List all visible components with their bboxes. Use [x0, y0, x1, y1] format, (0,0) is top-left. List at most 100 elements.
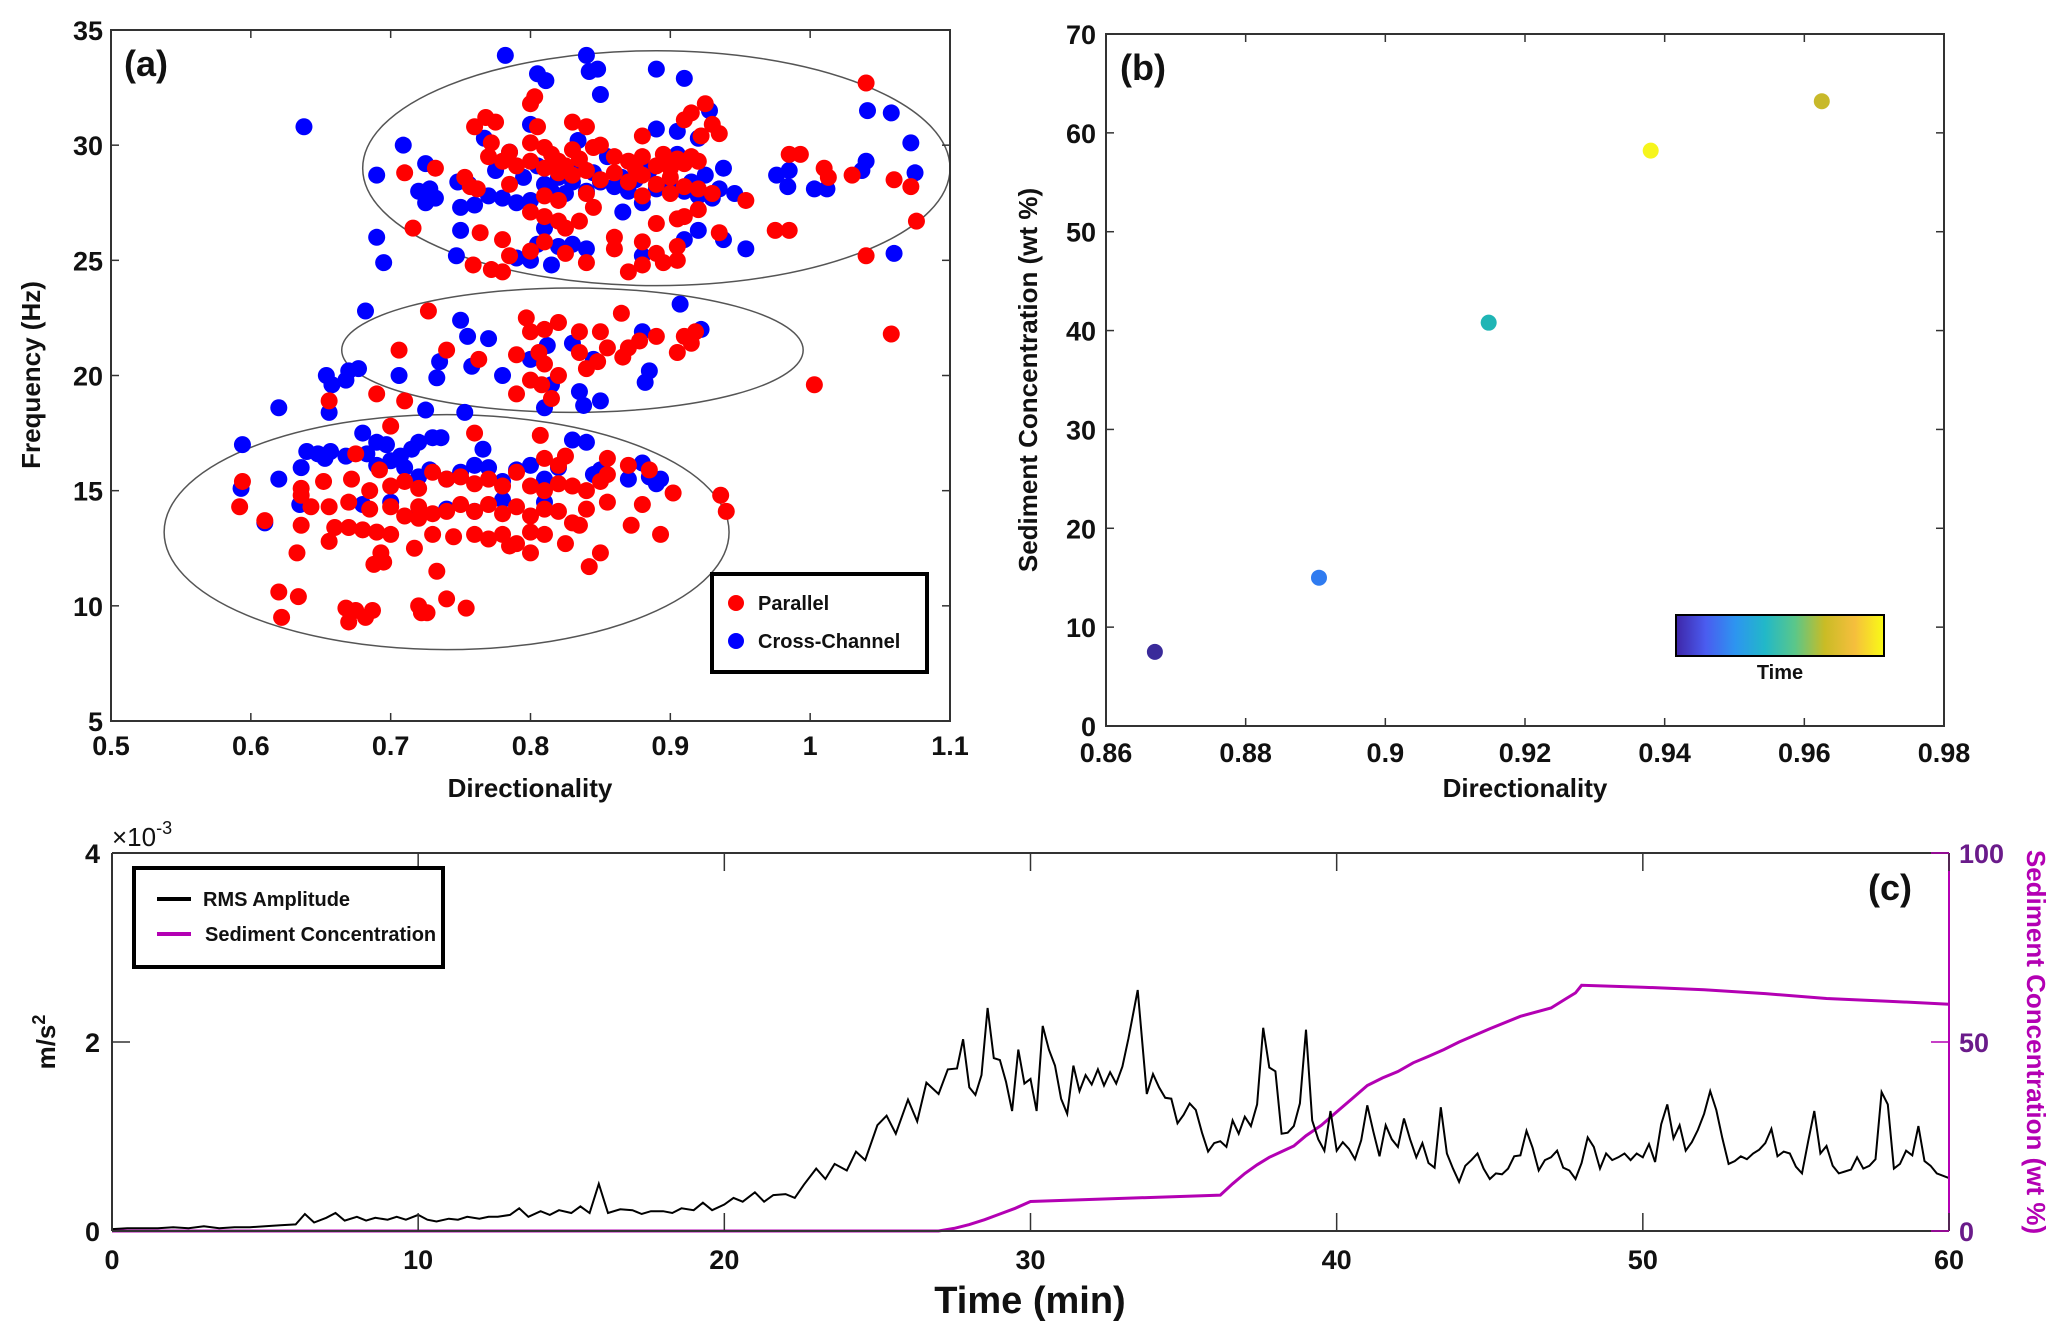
x-tick-label: 0.5 [92, 731, 130, 761]
parallel-point [526, 88, 544, 106]
parallel-point [457, 599, 475, 617]
y-tick-label: 60 [1066, 119, 1096, 149]
parallel-point [535, 159, 553, 177]
parallel-point [347, 445, 365, 463]
cross-channel-point [375, 254, 393, 272]
parallel-point [605, 164, 623, 182]
parallel-point [464, 256, 482, 274]
parallel-point [633, 256, 651, 274]
panel-a-y-ticks: 5 10 15 20 25 30 35 [73, 16, 950, 737]
cross-channel-point [292, 459, 310, 477]
panel-c-left-y-ticks: 0 2 4 [85, 839, 130, 1247]
cross-channel-point [459, 327, 477, 345]
parallel-point [535, 187, 553, 205]
cross-channel-point [619, 470, 637, 488]
parallel-point [438, 341, 456, 359]
parallel-point [577, 185, 595, 203]
parallel-point [292, 516, 310, 534]
parallel-point [843, 166, 861, 184]
sediment-point [1813, 93, 1830, 110]
cross-channel-point [426, 189, 444, 207]
y-tick-label: 15 [73, 477, 103, 507]
parallel-point [712, 486, 730, 504]
parallel-point [584, 198, 602, 216]
cross-channel-point [858, 102, 876, 120]
legend-marker-cross-channel [728, 633, 744, 649]
parallel-point [368, 385, 386, 403]
parallel-point [382, 417, 400, 435]
parallel-point [533, 376, 551, 394]
cross-channel-point [496, 46, 514, 64]
parallel-point [522, 477, 539, 495]
parallel-point [292, 486, 310, 504]
parallel-point [445, 528, 463, 546]
parallel-point [633, 148, 651, 166]
cross-channel-point [382, 452, 400, 470]
legend-label-parallel: Parallel [758, 593, 829, 615]
parallel-point [382, 477, 400, 495]
cross-channel-point [575, 396, 593, 414]
parallel-point [270, 583, 288, 601]
cross-channel-point [377, 436, 395, 454]
parallel-point [535, 208, 553, 226]
cross-channel-point [577, 46, 595, 64]
parallel-point [696, 95, 714, 113]
parallel-point [535, 525, 553, 543]
parallel-point [570, 516, 588, 534]
parallel-point [591, 136, 609, 154]
cross-channel-point [885, 244, 903, 262]
panel-b-x-axis-label: Directionality [1443, 773, 1608, 803]
parallel-point [466, 502, 484, 520]
parallel-point [396, 472, 414, 490]
parallel-point [668, 251, 686, 269]
parallel-point [882, 325, 900, 343]
parallel-point [508, 346, 526, 364]
panel-b-label: (b) [1120, 47, 1166, 88]
parallel-point [494, 263, 512, 281]
sediment-point [1480, 314, 1497, 331]
cluster-ellipse [340, 287, 804, 414]
parallel-point [320, 532, 338, 550]
parallel-point [480, 495, 498, 513]
parallel-point [233, 472, 251, 490]
cross-channel-point [508, 194, 526, 212]
parallel-point [570, 343, 588, 361]
legend-label-rms: RMS Amplitude [203, 889, 350, 911]
parallel-point [368, 523, 386, 541]
cross-channel-point [447, 247, 465, 265]
parallel-point [361, 482, 379, 500]
parallel-point [591, 323, 609, 341]
sediment-point [1146, 643, 1163, 660]
panel-a-x-ticks: 0.5 0.6 0.7 0.8 0.9 1 1.1 [92, 30, 969, 761]
parallel-point [633, 187, 651, 205]
parallel-point [907, 212, 925, 230]
right-y-tick-label: 100 [1959, 839, 2004, 869]
panel-b-y-ticks: 0 10 20 30 40 50 60 70 [1066, 20, 1944, 742]
parallel-point [390, 341, 408, 359]
parallel-point [577, 500, 595, 518]
parallel-point [633, 495, 651, 513]
x-tick-label: 0 [104, 1245, 119, 1275]
parallel-point [370, 461, 388, 479]
parallel-point [273, 608, 291, 626]
parallel-point [647, 327, 665, 345]
y-tick-label: 40 [1066, 317, 1096, 347]
parallel-point [647, 175, 665, 193]
parallel-point [598, 466, 616, 484]
x-tick-label: 20 [709, 1245, 739, 1275]
cross-channel-point [452, 221, 470, 239]
parallel-point [405, 539, 423, 557]
parallel-point [424, 525, 442, 543]
cross-channel-point [456, 403, 474, 421]
panel-a-scatter: 0.5 0.6 0.7 0.8 0.9 1 1.1 5 10 15 20 25 30 35 (a) Di… [16, 16, 969, 803]
parallel-point [522, 203, 539, 221]
cross-channel-point [577, 433, 595, 451]
sediment-concentration-line [112, 983, 1950, 1233]
panel-a-label: (a) [124, 43, 168, 84]
parallel-point [598, 449, 616, 467]
cross-channel-point [466, 196, 484, 214]
cross-channel-point [270, 470, 288, 488]
parallel-point [577, 162, 595, 180]
parallel-point [612, 304, 630, 322]
parallel-point [661, 185, 679, 203]
